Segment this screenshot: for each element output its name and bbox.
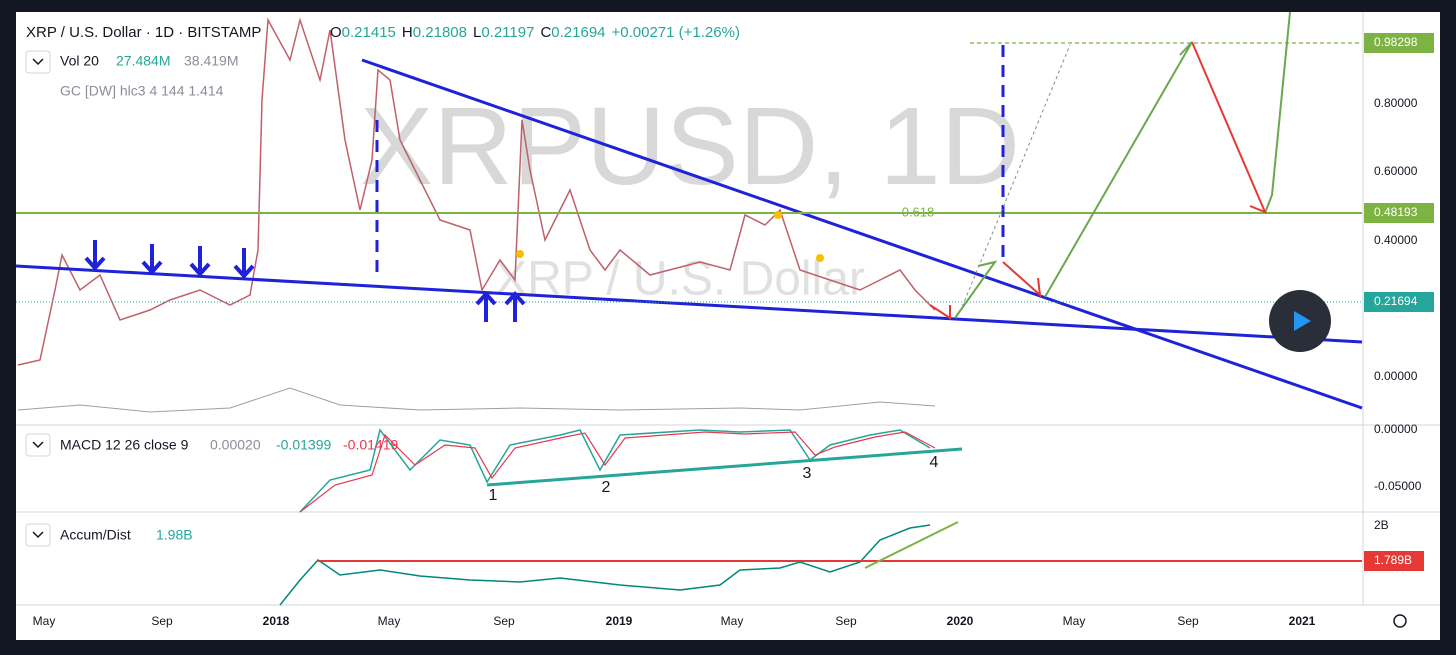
low: 0.21197 bbox=[481, 24, 534, 41]
time-label: May bbox=[33, 614, 56, 628]
volume-ma bbox=[17, 387, 936, 413]
arrow-down bbox=[189, 246, 211, 277]
time-label: 2021 bbox=[1289, 614, 1316, 628]
label: H bbox=[402, 24, 413, 41]
level-badge bbox=[1364, 551, 1424, 571]
chevron bbox=[32, 58, 44, 66]
time-label: Sep bbox=[1177, 614, 1199, 628]
time-label: May bbox=[378, 614, 401, 628]
axis-label: 0.80000 bbox=[1374, 96, 1418, 110]
watermark-sub: XRP / U.S. Dollar bbox=[495, 253, 865, 306]
symbol-title: XRP / U.S. Dollar · 1D · BITSTAMP bbox=[26, 24, 261, 41]
touch-arrows bbox=[84, 240, 526, 322]
label: L bbox=[473, 24, 481, 41]
price-trace bbox=[17, 17, 936, 366]
indicator-label: GC [DW] hlc3 4 144 1.414 bbox=[60, 83, 224, 99]
marker-dot bbox=[774, 211, 782, 219]
indicator-label: Vol 20 bbox=[60, 53, 99, 69]
arrow-down bbox=[929, 304, 951, 320]
time-label: Sep bbox=[493, 614, 515, 628]
indicator-label: MACD 12 26 close 9 bbox=[60, 437, 189, 453]
indicator-value: 27.484M bbox=[116, 53, 170, 69]
play-icon bbox=[1294, 311, 1311, 331]
projection-line bbox=[959, 44, 1071, 313]
chart-area bbox=[16, 12, 1440, 640]
ad-trend bbox=[864, 521, 959, 569]
axis-label: 1.789B bbox=[1374, 553, 1412, 567]
accum-dist-line bbox=[279, 524, 931, 606]
wave-label: 4 bbox=[930, 454, 939, 471]
label: O bbox=[330, 24, 342, 41]
wave-label: 2 bbox=[602, 479, 611, 496]
time-label: 2020 bbox=[947, 614, 974, 628]
time-label: 2019 bbox=[606, 614, 633, 628]
axis-label: 0.48193 bbox=[1374, 205, 1418, 219]
chevron bbox=[32, 531, 44, 539]
price-badge bbox=[1364, 292, 1434, 312]
indicator-value: 38.419M bbox=[184, 53, 238, 69]
arrow-down bbox=[141, 244, 163, 275]
arrow-up bbox=[475, 291, 497, 322]
macd-line bbox=[299, 428, 931, 513]
indicator-value: -0.01399 bbox=[276, 437, 331, 453]
wave-label: 1 bbox=[489, 487, 498, 504]
arrow-down bbox=[84, 240, 106, 271]
settings-icon[interactable] bbox=[1393, 614, 1407, 628]
close: 0.21694 bbox=[551, 24, 605, 41]
indicator-label: Accum/Dist bbox=[60, 527, 131, 543]
time-label: Sep bbox=[151, 614, 173, 628]
level-badge bbox=[1364, 203, 1434, 223]
collapse-button[interactable] bbox=[25, 523, 51, 547]
axis-label: 0.60000 bbox=[1374, 164, 1418, 178]
indicator-value: 0.00020 bbox=[210, 437, 261, 453]
arrow-down bbox=[1191, 41, 1267, 214]
marker-dot bbox=[816, 254, 824, 262]
high: 0.21808 bbox=[413, 24, 467, 41]
time-label: May bbox=[721, 614, 744, 628]
axis-label: 0.00000 bbox=[1374, 369, 1418, 383]
axis-label: -0.05000 bbox=[1374, 479, 1422, 493]
collapse-button[interactable] bbox=[25, 433, 51, 457]
divergence-line bbox=[486, 447, 963, 487]
axis-label: 0.98298 bbox=[1374, 35, 1418, 49]
marker-dot bbox=[516, 250, 524, 258]
time-axis: May Sep 2018 May Sep 2019 May Sep 2020 M… bbox=[33, 614, 1316, 628]
arrow-up bbox=[1264, 11, 1291, 214]
indicator-value: -0.01419 bbox=[343, 437, 398, 453]
ohlc: O0.21415 H0.21808 L0.21197 C0.21694 +0.00271… bbox=[330, 24, 740, 41]
wave-label: 3 bbox=[803, 465, 812, 482]
time-label: Sep bbox=[835, 614, 857, 628]
open: 0.21415 bbox=[342, 24, 396, 41]
arrow-down bbox=[233, 248, 255, 279]
axis-label: 0.40000 bbox=[1374, 233, 1418, 247]
chevron bbox=[32, 441, 44, 449]
watermark: XRPUSD, 1D bbox=[360, 85, 1020, 208]
arrow-down bbox=[1002, 261, 1042, 298]
time-label: 2018 bbox=[263, 614, 290, 628]
projection-arrows bbox=[929, 11, 1291, 320]
change: +0.00271 (+1.26%) bbox=[612, 24, 740, 41]
axis-label: 0.21694 bbox=[1374, 294, 1418, 308]
label: C bbox=[540, 24, 551, 41]
level-badge bbox=[1364, 33, 1434, 53]
time-label: May bbox=[1063, 614, 1086, 628]
fib-label: 0.618 bbox=[902, 204, 935, 219]
signal-line bbox=[299, 431, 936, 513]
collapse-button[interactable] bbox=[25, 50, 51, 74]
axis-label: 2B bbox=[1374, 518, 1389, 532]
indicator-value: 1.98B bbox=[156, 527, 193, 543]
resistance-line bbox=[361, 58, 1363, 410]
axis-label: 0.00000 bbox=[1374, 422, 1418, 436]
arrow-up bbox=[954, 260, 998, 319]
arrow-up bbox=[504, 291, 526, 322]
